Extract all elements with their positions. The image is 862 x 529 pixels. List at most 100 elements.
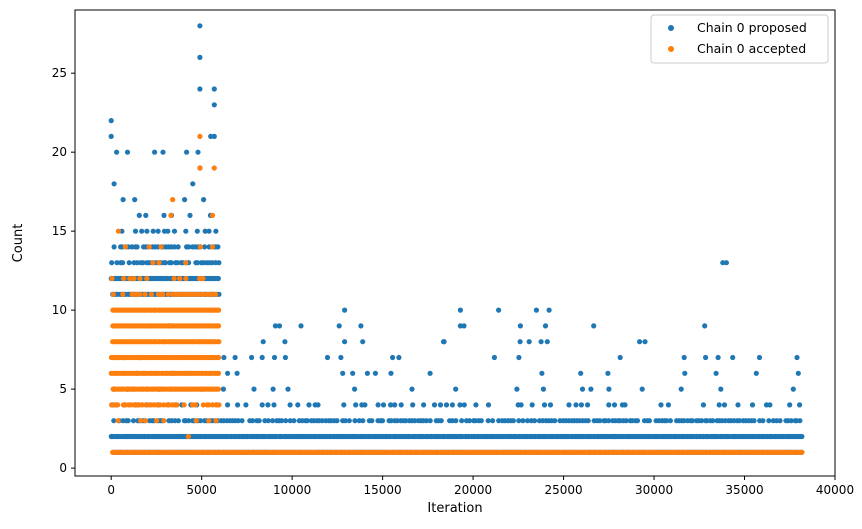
data-point xyxy=(611,402,618,408)
data-point xyxy=(682,370,688,376)
y-tick-label: 20 xyxy=(52,145,67,159)
data-point xyxy=(423,418,430,424)
data-point xyxy=(271,402,277,408)
data-point xyxy=(200,275,206,282)
data-point xyxy=(606,418,612,424)
data-point xyxy=(170,197,176,203)
data-point xyxy=(168,260,174,266)
data-point xyxy=(213,291,219,297)
data-point xyxy=(573,402,579,408)
data-point xyxy=(194,260,201,266)
data-point xyxy=(120,291,126,297)
data-point xyxy=(183,260,189,266)
data-point xyxy=(220,386,226,392)
data-point xyxy=(184,149,190,155)
data-point xyxy=(319,418,325,424)
data-point xyxy=(702,323,708,329)
data-point xyxy=(566,402,572,408)
x-tick-label: 25000 xyxy=(544,483,582,497)
data-point xyxy=(375,402,381,408)
data-point xyxy=(341,402,347,408)
data-point xyxy=(162,260,169,266)
data-point xyxy=(364,370,370,376)
data-point xyxy=(642,339,648,345)
plot-frame xyxy=(74,9,836,477)
data-point xyxy=(466,418,473,424)
data-point xyxy=(766,418,772,424)
data-point xyxy=(197,86,203,92)
data-point xyxy=(605,370,611,376)
data-point xyxy=(213,418,219,424)
x-axis-ticks: 0 5000 10000 15000 20000 25000 30000 35000 40000 xyxy=(107,476,854,497)
data-point xyxy=(175,244,181,250)
data-point xyxy=(336,323,342,329)
data-point xyxy=(206,228,212,234)
data-point xyxy=(109,260,115,266)
data-point xyxy=(710,418,716,424)
data-point xyxy=(225,402,231,408)
data-point xyxy=(111,244,117,250)
data-point xyxy=(150,260,156,266)
data-point xyxy=(232,354,238,361)
data-point xyxy=(777,418,783,424)
data-point xyxy=(579,386,586,392)
data-point xyxy=(514,386,520,392)
data-point xyxy=(441,339,447,345)
data-point xyxy=(398,402,404,408)
data-point xyxy=(216,339,222,345)
data-point xyxy=(721,402,728,408)
data-point xyxy=(200,291,206,297)
data-point xyxy=(150,228,156,234)
data-point xyxy=(211,133,217,139)
data-point xyxy=(516,354,522,361)
data-point xyxy=(183,275,189,282)
data-point xyxy=(532,418,538,424)
data-point xyxy=(334,418,340,424)
data-point xyxy=(453,418,459,424)
data-point xyxy=(131,275,137,282)
data-point xyxy=(496,307,502,313)
data-point xyxy=(270,418,276,424)
data-point xyxy=(438,418,444,424)
data-point xyxy=(190,181,196,187)
data-point xyxy=(716,402,722,408)
data-point xyxy=(510,418,516,424)
data-point xyxy=(143,212,149,218)
data-point xyxy=(144,275,150,282)
data-point xyxy=(115,402,121,408)
data-point xyxy=(202,244,208,250)
y-tick-label: 10 xyxy=(52,303,67,317)
data-point xyxy=(209,244,216,250)
data-point xyxy=(186,418,192,424)
data-point xyxy=(285,386,291,392)
data-point xyxy=(215,323,222,329)
data-point xyxy=(736,418,743,424)
data-point xyxy=(639,386,645,392)
data-point xyxy=(174,402,180,408)
data-point xyxy=(109,275,115,282)
data-point xyxy=(158,244,164,250)
data-point xyxy=(457,323,463,329)
data-point xyxy=(183,228,189,234)
y-tick-label: 25 xyxy=(52,66,67,80)
data-point xyxy=(115,418,121,424)
data-point xyxy=(392,402,398,408)
data-point xyxy=(730,354,736,361)
data-point xyxy=(271,354,278,361)
x-tick-label: 35000 xyxy=(725,483,763,497)
data-point xyxy=(152,149,158,155)
data-point xyxy=(235,418,241,424)
data-point xyxy=(533,307,540,313)
data-point xyxy=(794,354,800,361)
y-tick-label: 0 xyxy=(59,461,67,475)
data-point xyxy=(799,433,805,440)
data-point xyxy=(132,197,138,203)
data-point xyxy=(797,418,803,424)
data-point xyxy=(547,402,554,408)
data-point xyxy=(146,244,152,250)
data-point xyxy=(665,402,672,408)
data-point xyxy=(221,354,227,361)
data-point xyxy=(338,354,344,361)
x-tick-label: 30000 xyxy=(635,483,673,497)
data-point xyxy=(121,275,127,282)
